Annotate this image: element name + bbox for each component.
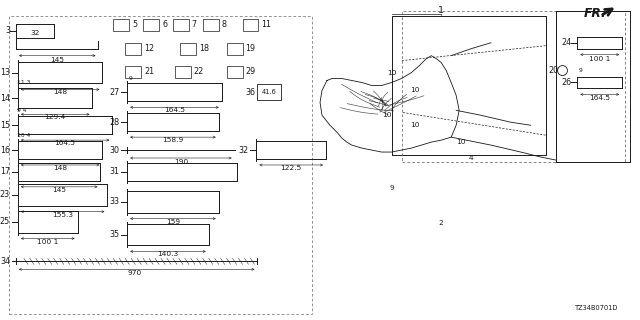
Text: 41.6: 41.6: [262, 89, 276, 95]
Text: 155.3: 155.3: [52, 212, 73, 218]
Text: 2: 2: [439, 220, 444, 226]
Text: 18: 18: [199, 44, 209, 53]
Text: 11: 11: [261, 20, 271, 29]
Text: 27: 27: [109, 88, 119, 97]
Text: 10: 10: [387, 69, 396, 76]
Text: 10: 10: [456, 139, 466, 145]
Text: 29: 29: [246, 67, 256, 76]
Text: 190: 190: [174, 159, 188, 165]
Text: 122.5: 122.5: [280, 165, 302, 171]
Text: 9: 9: [389, 185, 394, 191]
Text: 158.9: 158.9: [163, 137, 184, 143]
Text: FR.: FR.: [584, 7, 607, 20]
Text: 164.5: 164.5: [164, 107, 185, 113]
Text: 22: 22: [194, 67, 204, 76]
Text: 145: 145: [50, 57, 64, 63]
Text: 24: 24: [561, 38, 572, 47]
Text: 31: 31: [109, 167, 119, 176]
Bar: [175, 66, 191, 77]
Text: 7: 7: [192, 20, 197, 29]
Text: 164.5: 164.5: [589, 95, 610, 101]
Text: 11 3: 11 3: [17, 80, 30, 85]
Text: 12: 12: [144, 44, 154, 53]
Bar: [227, 43, 243, 55]
Bar: [180, 43, 196, 55]
Text: 10: 10: [410, 122, 419, 128]
Text: 32: 32: [238, 146, 248, 155]
Text: 145: 145: [52, 187, 66, 193]
Text: 33: 33: [109, 197, 119, 206]
Text: 6: 6: [162, 20, 167, 29]
Text: 9: 9: [128, 76, 132, 81]
Text: 26: 26: [561, 78, 572, 87]
Text: 4: 4: [468, 155, 474, 161]
Text: 970: 970: [127, 270, 142, 276]
Bar: [143, 19, 159, 31]
Text: 10: 10: [382, 112, 391, 118]
Text: 14: 14: [0, 94, 10, 103]
Text: 35: 35: [109, 230, 119, 239]
Bar: [203, 19, 219, 31]
Text: 129.4: 129.4: [45, 114, 66, 120]
Text: 34: 34: [0, 257, 10, 266]
Text: TZ34B0701D: TZ34B0701D: [575, 305, 618, 311]
Text: 10: 10: [410, 87, 419, 93]
Text: 9 4: 9 4: [17, 108, 26, 113]
Text: 13: 13: [0, 68, 10, 77]
Bar: [125, 66, 141, 77]
Text: 164.5: 164.5: [54, 140, 76, 146]
Text: 36: 36: [245, 88, 255, 97]
Bar: [9, 16, 312, 314]
Text: 140.3: 140.3: [157, 252, 179, 257]
Text: 28: 28: [109, 118, 119, 127]
Text: 8: 8: [221, 20, 227, 29]
Text: 32: 32: [30, 30, 40, 36]
Text: 16: 16: [0, 146, 10, 155]
Text: 148: 148: [53, 90, 67, 95]
Text: 15: 15: [0, 121, 10, 130]
Bar: [113, 19, 129, 31]
Bar: [243, 19, 259, 31]
Text: 19: 19: [246, 44, 255, 53]
Text: 9: 9: [579, 68, 582, 73]
Text: 148: 148: [53, 165, 67, 171]
Bar: [257, 84, 281, 100]
Text: 100 1: 100 1: [37, 238, 58, 244]
Text: 100 1: 100 1: [589, 56, 610, 62]
Text: 1: 1: [438, 6, 444, 15]
Text: 25: 25: [0, 217, 10, 226]
Text: 159: 159: [166, 219, 180, 225]
Bar: [125, 43, 141, 55]
Bar: [173, 19, 189, 31]
Text: 3: 3: [5, 26, 10, 35]
Text: 21: 21: [144, 67, 154, 76]
Bar: [227, 66, 243, 77]
Text: 17: 17: [0, 167, 10, 176]
Text: 10 4: 10 4: [17, 133, 30, 138]
Text: 5: 5: [132, 20, 138, 29]
Text: 23: 23: [0, 190, 10, 199]
Text: 30: 30: [109, 146, 119, 155]
Text: 20: 20: [548, 66, 559, 75]
